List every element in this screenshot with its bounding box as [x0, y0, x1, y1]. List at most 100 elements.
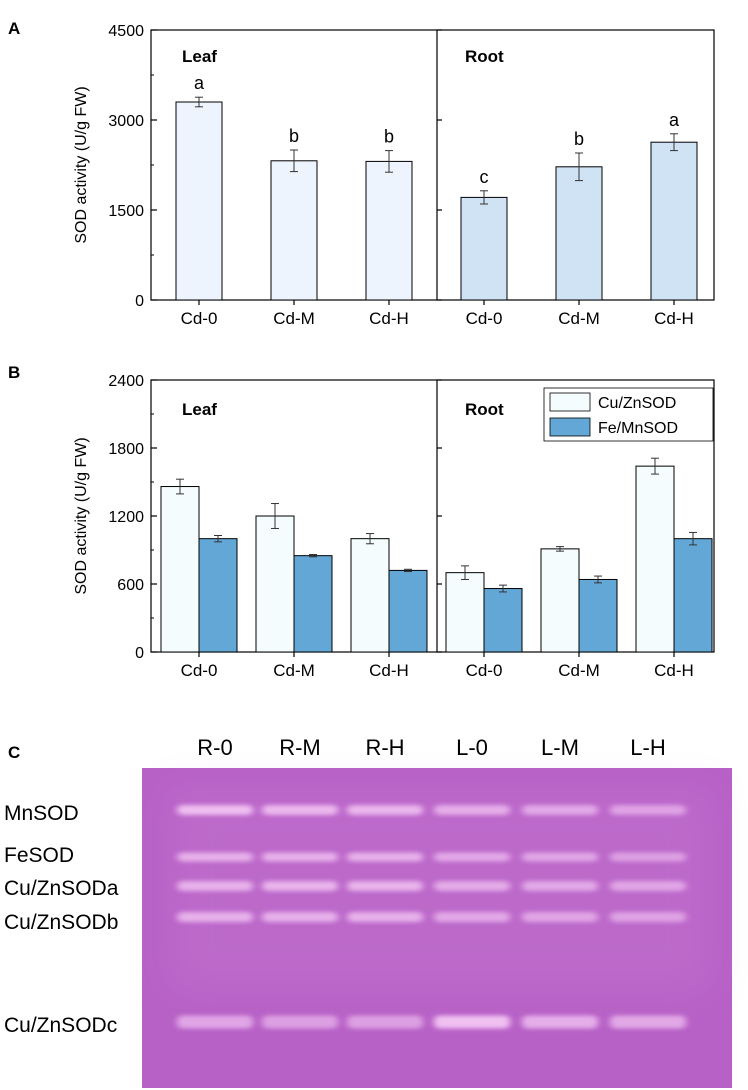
chart-a-ytick-label-1: 1500 [108, 203, 144, 220]
gel-band-4-2 [347, 1015, 423, 1029]
chart-a-bar-0-1 [270, 160, 318, 301]
chart-b-ylabel: SOD activity (U/g FW) [73, 437, 90, 594]
chart-b-bar-1-0-1 [483, 588, 523, 653]
gel-band-label-1: FeSOD [4, 844, 74, 867]
gel-band-2-1 [262, 881, 338, 891]
chart-a-root-title: Root [465, 47, 504, 66]
gel-lane-label-0: R-0 [197, 735, 232, 760]
gel-band-1-2 [347, 852, 423, 862]
gel-band-2-5 [610, 881, 686, 891]
gel-band-2-3 [434, 881, 510, 891]
chart-b-xtick-label-1-2: Cd-H [654, 661, 694, 680]
legend-swatch-femn [549, 417, 591, 437]
gel-lane-label-1: R-M [279, 735, 321, 760]
chart-a-xtick-label-1-0: Cd-0 [466, 309, 503, 328]
chart-a-bar-0-2 [365, 160, 413, 301]
chart-b-bar-0-2-0 [350, 538, 390, 653]
chart-a-xtick-label-1-1: Cd-M [558, 309, 600, 328]
chart-b-ytick-label-0: 0 [135, 645, 144, 662]
chart-a-ytick-label-2: 3000 [108, 113, 144, 130]
gel-band-2-4 [522, 881, 598, 891]
gel-band-3-2 [347, 912, 423, 922]
chart-b-bar-0-0-1 [198, 538, 238, 653]
gel-band-1-5 [610, 852, 686, 862]
chart-b-bar-1-2-1 [673, 538, 713, 653]
legend-label-cuzn: Cu/ZnSOD [598, 395, 676, 412]
chart-b-bar-0-0-0 [160, 486, 200, 653]
chart-b-xtick-label-0-0: Cd-0 [181, 661, 218, 680]
chart-b-ytick-label-4: 2400 [108, 373, 144, 390]
gel-band-label-0: MnSOD [4, 802, 79, 825]
gel-band-0-3 [434, 805, 510, 815]
gel-lane-label-4: L-M [541, 735, 579, 760]
chart-b-xtick-label-0-1: Cd-M [273, 661, 315, 680]
chart-b-bar-0-1-1 [293, 555, 333, 653]
chart-a-xtick-label-1-2: Cd-H [654, 309, 694, 328]
chart-a-letter-1-1: b [574, 129, 584, 149]
chart-b-ytick-label-3: 1800 [108, 441, 144, 458]
chart-b-bar-1-0-0 [445, 572, 485, 653]
gel-band-0-4 [522, 805, 598, 815]
chart-a-xtick-label-0-0: Cd-0 [181, 309, 218, 328]
gel-band-1-3 [434, 852, 510, 862]
chart-a-ytick-label-3: 4500 [108, 23, 144, 40]
chart-b-xtick-label-0-2: Cd-H [369, 661, 409, 680]
gel-band-label-3: Cu/ZnSODb [4, 911, 118, 934]
chart-a-letter-0-0: a [194, 73, 205, 93]
chart-a-letter-0-2: b [384, 127, 394, 147]
chart-a-bar-1-0 [460, 196, 508, 301]
chart-a-bar-1-1 [555, 166, 603, 301]
chart-b-leaf-title: Leaf [182, 400, 217, 419]
chart-b-root-title: Root [465, 400, 504, 419]
gel-lane-label-2: R-H [365, 735, 404, 760]
gel-band-3-1 [262, 912, 338, 922]
gel-band-1-4 [522, 852, 598, 862]
gel-panel: R-0 R-M R-H L-0 L-M L-H MnSOD FeSOD Cu/ZnSODa Cu… [4, 735, 732, 1088]
chart-b-ytick-label-2: 1200 [108, 509, 144, 526]
gel-band-1-1 [262, 852, 338, 862]
chart-a-ytick-label-0: 0 [135, 293, 144, 310]
chart-a-bar-0-0 [175, 101, 223, 301]
chart-a: SOD activity (U/g FW) Leaf Root 0 1500 300… [73, 23, 715, 328]
gel-band-label-2: Cu/ZnSODa [4, 877, 119, 900]
gel-lane-label-5: L-H [630, 735, 665, 760]
gel-band-4-5 [610, 1015, 686, 1029]
legend-label-femn: Fe/MnSOD [598, 420, 678, 437]
chart-a-bar-1-2 [650, 141, 698, 301]
chart-a-letter-0-1: b [289, 126, 299, 146]
panel-label-b: B [8, 363, 20, 382]
chart-b-bar-1-1-0 [540, 548, 580, 653]
chart-a-ylabel: SOD activity (U/g FW) [73, 86, 90, 243]
gel-band-0-2 [347, 805, 423, 815]
chart-a-xtick-label-0-2: Cd-H [369, 309, 409, 328]
chart-b-xtick-label-1-0: Cd-0 [466, 661, 503, 680]
gel-band-1-0 [177, 852, 253, 862]
panel-label-c: C [8, 743, 20, 762]
chart-b-bar-1-2-0 [635, 465, 675, 653]
gel-band-3-5 [610, 912, 686, 922]
chart-b: SOD activity (U/g FW) Leaf Root 0 600 1200… [73, 373, 715, 680]
gel-lane-label-3: L-0 [456, 735, 488, 760]
gel-band-4-0 [177, 1015, 253, 1029]
gel-band-3-4 [522, 912, 598, 922]
gel-band-3-3 [434, 912, 510, 922]
chart-b-xtick-label-1-1: Cd-M [558, 661, 600, 680]
chart-b-legend: Cu/ZnSOD Fe/MnSOD [543, 387, 714, 442]
panel-label-a: A [8, 19, 20, 38]
chart-a-letter-1-2: a [669, 110, 680, 130]
chart-a-letter-1-0: c [480, 167, 489, 187]
chart-b-bar-0-2-1 [388, 569, 428, 653]
gel-band-4-1 [262, 1015, 338, 1029]
legend-swatch-cuzn [549, 392, 591, 412]
chart-a-frame [150, 29, 715, 301]
gel-band-0-1 [262, 805, 338, 815]
gel-band-2-2 [347, 881, 423, 891]
chart-b-bar-1-1-1 [578, 578, 618, 653]
gel-band-2-0 [177, 881, 253, 891]
chart-a-xtick-label-0-1: Cd-M [273, 309, 315, 328]
gel-band-0-5 [610, 805, 686, 815]
chart-b-bar-0-1-0 [255, 515, 295, 653]
gel-band-0-0 [177, 805, 253, 815]
gel-band-4-3 [434, 1015, 510, 1029]
